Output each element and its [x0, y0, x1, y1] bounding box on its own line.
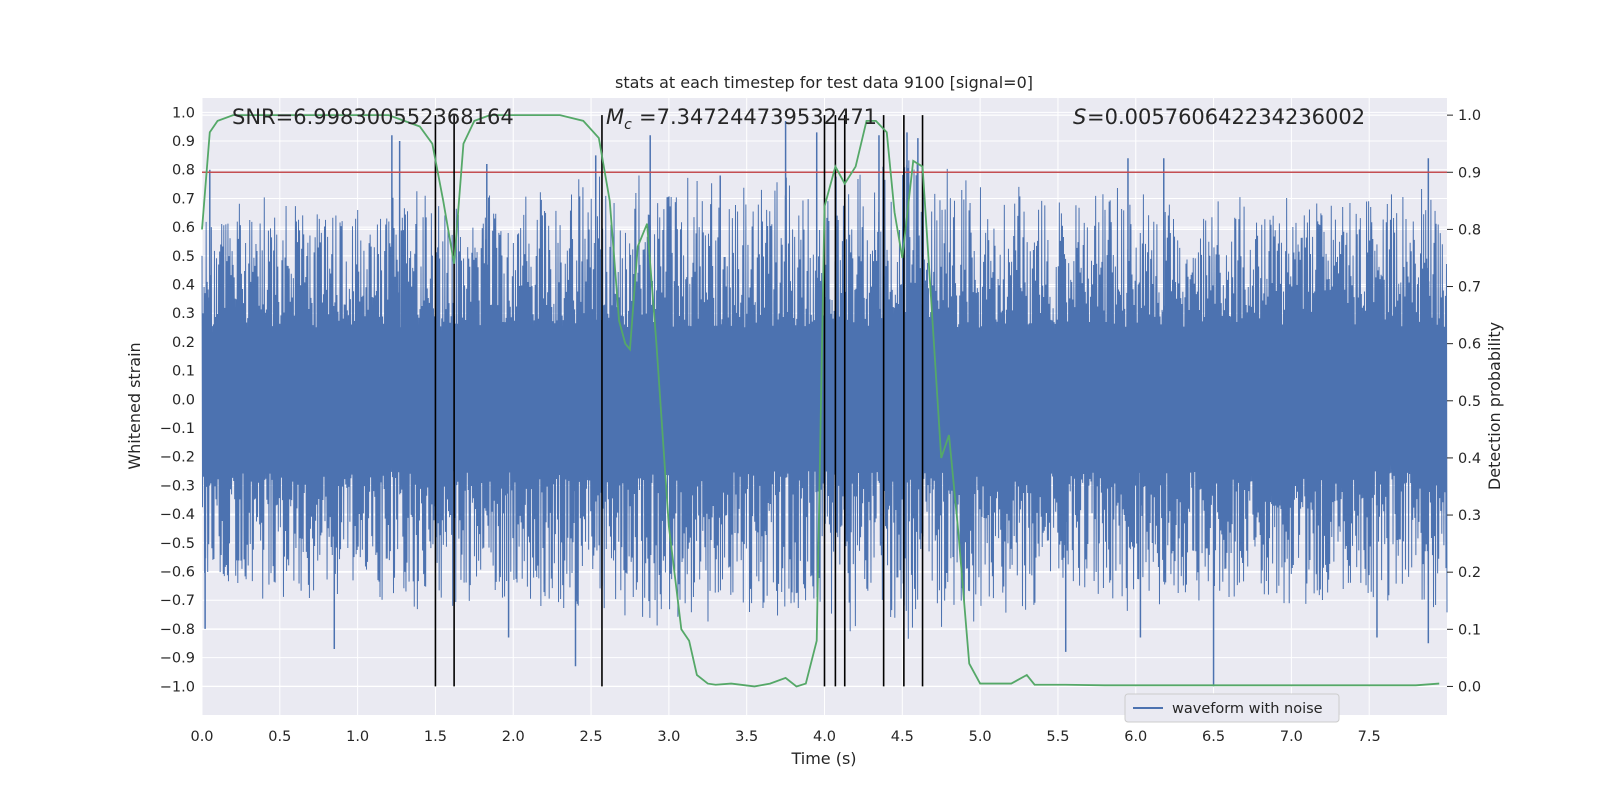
- x-tick-label: 1.0: [346, 729, 369, 745]
- y-axis-label-left: Whitened strain: [125, 342, 144, 469]
- y-tick-label-left: 0.2: [172, 335, 195, 351]
- s-value: =0.005760642234236002: [1087, 105, 1365, 129]
- y-tick-label-left: 0.3: [172, 306, 195, 322]
- y-tick-label-right: 0.5: [1458, 394, 1481, 410]
- x-tick-label: 2.0: [502, 729, 525, 745]
- y-tick-label-right: 0.2: [1458, 565, 1481, 581]
- y-tick-label-left: 0.5: [172, 249, 195, 265]
- x-tick-label: 5.5: [1046, 729, 1069, 745]
- probability-series: [201, 114, 1440, 688]
- y-tick-label-left: −0.5: [160, 536, 195, 552]
- x-tick-label: 5.0: [969, 729, 992, 745]
- y-tick-label-left: −0.2: [160, 450, 195, 466]
- y-tick-labels-left: 1.0 0.9 0.8 0.7 0.6 0.5 0.4 0.3 0.2 0.1 0.0 −0.1 −0.…: [160, 105, 195, 695]
- mc-value: =7.347244739532471: [639, 105, 877, 129]
- y-tick-label-right: 0.7: [1458, 280, 1481, 296]
- y-tick-label-right: 0.0: [1458, 679, 1481, 695]
- y-tick-label-left: −1.0: [160, 679, 195, 695]
- y-tick-label-right: 0.9: [1458, 165, 1481, 181]
- s-annotation: S =0.005760642234236002: [1073, 105, 1365, 129]
- y-tick-label-left: 0.0: [172, 392, 195, 408]
- y-tick-label-right: 0.8: [1458, 222, 1481, 238]
- waveform-series: [201, 120, 1448, 687]
- y-tick-label-right: 0.6: [1458, 337, 1481, 353]
- legend-label: waveform with noise: [1172, 701, 1323, 717]
- x-tick-label: 0.0: [190, 729, 213, 745]
- detection-markers: [434, 115, 924, 687]
- x-tick-label: 6.0: [1124, 729, 1147, 745]
- y-tick-label-right: 0.1: [1458, 622, 1481, 638]
- y-tick-label-left: −0.9: [160, 651, 195, 667]
- snr-annotation: SNR=6.998300552368164: [232, 105, 514, 129]
- y-tick-label-left: −0.3: [160, 478, 195, 494]
- x-axis-label: Time (s): [790, 749, 856, 768]
- y-tick-label-left: −0.8: [160, 622, 195, 638]
- x-tick-label: 6.5: [1202, 729, 1225, 745]
- x-tick-label: 1.5: [424, 729, 447, 745]
- x-tick-label: 3.5: [735, 729, 758, 745]
- mc-symbol: Mc: [606, 105, 632, 133]
- y-tick-label-right: 0.3: [1458, 508, 1481, 524]
- y-tick-label-left: −0.6: [160, 565, 195, 581]
- x-tick-labels: 0.0 0.5 1.0 1.5 2.0 2.5 3.0 3.5 4.0 4.5 5.0 5.5 6.0 6…: [190, 729, 1380, 745]
- y-tick-labels-right: 1.0 0.9 0.8 0.7 0.6 0.5 0.4 0.3 0.2 0.1 0.0: [1447, 108, 1481, 695]
- y-tick-label-right: 1.0: [1458, 108, 1481, 124]
- x-tick-label: 3.0: [657, 729, 680, 745]
- y-tick-label-left: −0.1: [160, 421, 195, 437]
- y-tick-label-left: 0.9: [172, 134, 195, 150]
- y-tick-label-left: 1.0: [172, 105, 195, 121]
- x-tick-label: 2.5: [580, 729, 603, 745]
- s-symbol: S: [1073, 105, 1086, 129]
- x-tick-label: 4.0: [813, 729, 836, 745]
- y-tick-label-left: 0.8: [172, 163, 195, 179]
- y-tick-label-left: −0.4: [160, 507, 195, 523]
- y-tick-label-left: 0.6: [172, 220, 195, 236]
- mc-annotation: Mc =7.347244739532471: [606, 105, 877, 133]
- chart-title: stats at each timestep for test data 910…: [615, 73, 1033, 92]
- y-tick-label-left: 0.7: [172, 191, 195, 207]
- legend: waveform with noise: [1124, 693, 1340, 723]
- x-tick-label: 4.5: [891, 729, 914, 745]
- y-axis-label-right: Detection probability: [1485, 322, 1504, 490]
- x-tick-label: 7.0: [1280, 729, 1303, 745]
- probability-line: [201, 114, 1440, 688]
- x-tick-label: 0.5: [268, 729, 291, 745]
- x-tick-label: 7.5: [1358, 729, 1381, 745]
- y-tick-label-right: 0.4: [1458, 451, 1481, 467]
- y-tick-label-left: 0.4: [172, 278, 195, 294]
- y-tick-label-left: −0.7: [160, 593, 195, 609]
- y-tick-label-left: 0.1: [172, 364, 195, 380]
- legend-box: [1124, 693, 1340, 723]
